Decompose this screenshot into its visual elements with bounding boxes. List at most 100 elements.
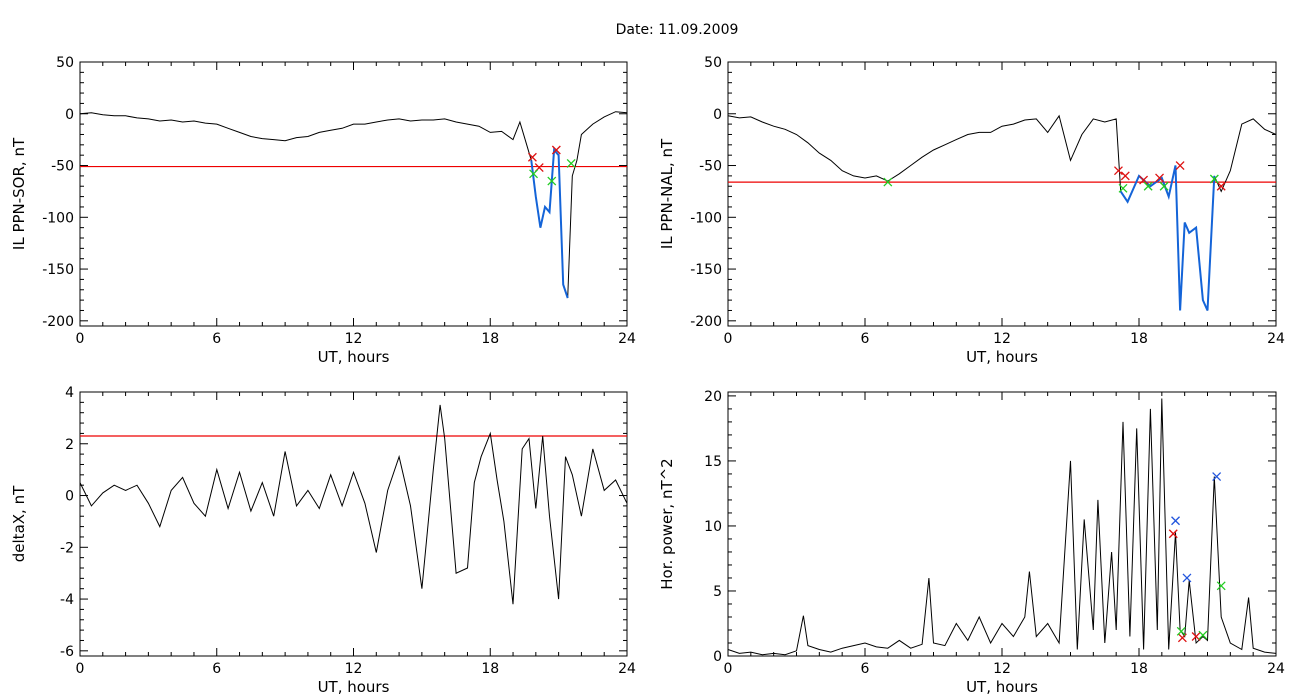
marker-green bbox=[529, 169, 539, 179]
marker-stroke bbox=[1113, 166, 1123, 176]
panel-deltax: 0 6 12 18 24 4 2 0 -2 -4 -6 UT, hours deltaX, nT bbox=[10, 385, 636, 696]
x-tick-label: 0 bbox=[76, 331, 85, 347]
marker-green bbox=[1118, 183, 1128, 193]
marker-green bbox=[1198, 630, 1208, 640]
marker-green bbox=[547, 176, 557, 186]
y-axis-label: IL PPN-NAL, nT bbox=[658, 138, 676, 249]
marker-red bbox=[1120, 171, 1130, 181]
y-tick-label: -50 bbox=[51, 159, 74, 175]
highlight-segment bbox=[1119, 165, 1216, 311]
x-tick-label: 6 bbox=[212, 331, 221, 347]
x-tick-label: 18 bbox=[481, 331, 499, 347]
marker-stroke bbox=[1143, 181, 1153, 191]
y-tick-label: 0 bbox=[65, 107, 74, 123]
marker-red bbox=[551, 145, 561, 155]
y-tick-label: -150 bbox=[42, 262, 74, 278]
x-tick-label: 0 bbox=[724, 331, 733, 347]
panel-il-sor: 0 6 12 18 24 50 0 -50 -100 -150 -200 UT, hours IL PP… bbox=[10, 55, 636, 366]
marker-green bbox=[1159, 181, 1169, 191]
marker-red bbox=[1191, 632, 1201, 641]
marker-stroke bbox=[527, 152, 537, 162]
x-tick-label: 6 bbox=[861, 331, 870, 347]
marker-stroke bbox=[1155, 173, 1165, 183]
y-tick-label: -150 bbox=[690, 262, 722, 278]
y-axis-label: IL PPN-SOR, nT bbox=[10, 137, 28, 250]
x-tick-label: 24 bbox=[1267, 331, 1285, 347]
x-tick-label: 12 bbox=[993, 331, 1011, 347]
y-tick-label: 50 bbox=[704, 55, 722, 71]
x-tick-label: 24 bbox=[618, 661, 636, 677]
marker-stroke bbox=[1216, 581, 1226, 591]
series-line bbox=[79, 111, 628, 299]
x-tick-label: 6 bbox=[861, 661, 870, 677]
y-tick-label: -6 bbox=[60, 644, 74, 660]
y-tick-label: -200 bbox=[42, 314, 74, 330]
marker-stroke bbox=[1118, 183, 1128, 193]
marker-stroke bbox=[1175, 161, 1185, 170]
plot-frame bbox=[79, 391, 628, 657]
plot-frame bbox=[727, 61, 1277, 327]
y-tick-label: 10 bbox=[704, 519, 722, 535]
marker-green bbox=[1176, 626, 1186, 636]
y-tick-label: -100 bbox=[42, 210, 74, 226]
marker-red bbox=[527, 152, 537, 162]
y-tick-label: 15 bbox=[704, 454, 722, 470]
series-line bbox=[79, 404, 628, 605]
y-axis-label: Hor. power, nT^2 bbox=[658, 458, 676, 589]
y-tick-label: 0 bbox=[65, 489, 74, 505]
y-tick-label: 0 bbox=[713, 649, 722, 665]
y-tick-label: 20 bbox=[704, 389, 722, 405]
y-tick-label: 5 bbox=[713, 584, 722, 600]
panel-hor-power: 0 6 12 18 24 20 15 10 5 0 UT, hours Hor. power, nT^… bbox=[658, 389, 1285, 696]
marker-stroke bbox=[1159, 181, 1169, 191]
marker-green bbox=[566, 158, 576, 168]
page-title: Date: 11.09.2009 bbox=[616, 22, 739, 38]
y-tick-label: -50 bbox=[699, 159, 722, 175]
marker-stroke bbox=[1216, 181, 1226, 191]
x-axis-label: UT, hours bbox=[318, 678, 390, 696]
marker-stroke bbox=[1212, 472, 1222, 481]
y-tick-label: 4 bbox=[65, 385, 74, 401]
y-tick-label: -200 bbox=[690, 314, 722, 330]
series-line bbox=[727, 114, 1277, 311]
x-tick-label: 12 bbox=[993, 661, 1011, 677]
y-tick-label: -100 bbox=[690, 210, 722, 226]
marker-stroke bbox=[1182, 573, 1192, 583]
x-tick-label: 0 bbox=[76, 661, 85, 677]
marker-stroke bbox=[1209, 174, 1219, 184]
y-tick-label: 50 bbox=[56, 55, 74, 71]
marker-green bbox=[883, 177, 893, 187]
marker-blue bbox=[1171, 516, 1180, 526]
marker-blue bbox=[1212, 472, 1222, 481]
marker-stroke bbox=[547, 176, 557, 186]
marker-blue bbox=[1182, 573, 1192, 583]
marker-stroke bbox=[1139, 175, 1149, 185]
marker-stroke bbox=[1171, 516, 1180, 526]
marker-green bbox=[1216, 581, 1226, 591]
x-tick-label: 12 bbox=[345, 661, 363, 677]
marker-stroke bbox=[1198, 630, 1208, 640]
series-line bbox=[727, 398, 1277, 656]
marker-red bbox=[1155, 173, 1165, 183]
marker-stroke bbox=[1120, 171, 1130, 181]
highlight-segment bbox=[530, 147, 569, 299]
marker-red bbox=[1168, 529, 1178, 539]
x-tick-label: 24 bbox=[618, 331, 636, 347]
x-tick-label: 18 bbox=[481, 661, 499, 677]
marker-green bbox=[1209, 174, 1219, 184]
y-tick-label: 0 bbox=[713, 107, 722, 123]
x-tick-label: 0 bbox=[724, 661, 733, 677]
x-axis-label: UT, hours bbox=[966, 348, 1038, 366]
plot-frame bbox=[79, 61, 628, 327]
marker-stroke bbox=[529, 169, 539, 179]
y-tick-label: -4 bbox=[60, 592, 74, 608]
panel-il-nal: 0 6 12 18 24 50 0 -50 -100 -150 -200 UT, hours IL PP… bbox=[658, 55, 1285, 366]
x-axis-label: UT, hours bbox=[966, 678, 1038, 696]
plot-frame bbox=[727, 391, 1277, 657]
y-tick-label: 2 bbox=[65, 437, 74, 453]
x-tick-label: 18 bbox=[1130, 661, 1148, 677]
x-tick-label: 18 bbox=[1130, 331, 1148, 347]
marker-stroke bbox=[566, 158, 576, 168]
